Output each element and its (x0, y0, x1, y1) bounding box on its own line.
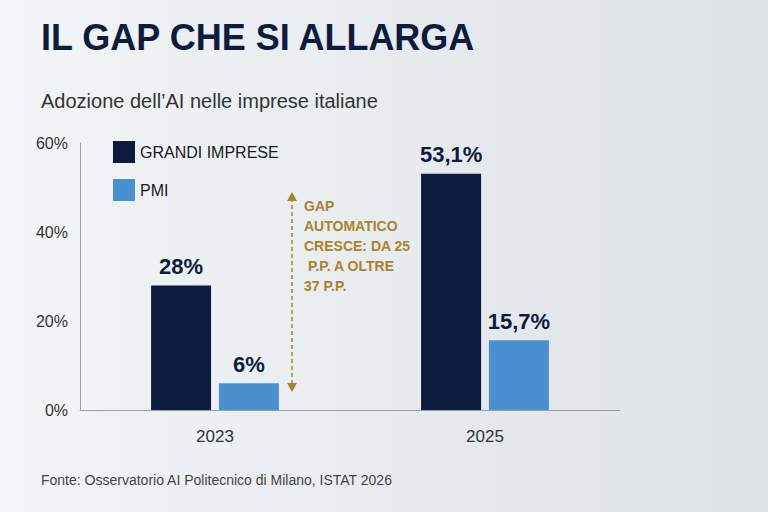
svg-text:Fonte: Osservatorio AI Politec: Fonte: Osservatorio AI Politecnico di Mi… (41, 472, 392, 488)
svg-text:PMI: PMI (140, 182, 168, 199)
svg-text:15,7%: 15,7% (488, 309, 550, 334)
svg-text:60%: 60% (36, 135, 68, 152)
svg-text:GAP: GAP (304, 198, 338, 214)
svg-text:IL GAP CHE SI ALLARGA: IL GAP CHE SI ALLARGA (41, 17, 474, 58)
svg-text:Adozione dell’AI nelle imprese: Adozione dell’AI nelle imprese italiane (41, 90, 378, 112)
svg-text:40%: 40% (36, 224, 68, 241)
svg-text:20%: 20% (36, 313, 68, 330)
svg-text:P.P. A OLTRE: P.P. A OLTRE (304, 258, 398, 274)
svg-text:AUTOMATICO: AUTOMATICO (304, 218, 401, 234)
svg-text:28%: 28% (159, 254, 203, 279)
svg-text:0%: 0% (45, 402, 68, 419)
svg-text:37 P.P.: 37 P.P. (304, 278, 346, 294)
svg-text:6%: 6% (233, 352, 265, 377)
svg-text:CRESCE: DA 25: CRESCE: DA 25 (304, 238, 410, 254)
svg-text:53,1%: 53,1% (420, 142, 482, 167)
svg-text:2023: 2023 (196, 427, 234, 446)
svg-text:GRANDI IMPRESE: GRANDI IMPRESE (140, 144, 279, 161)
svg-text:2025: 2025 (466, 427, 504, 446)
